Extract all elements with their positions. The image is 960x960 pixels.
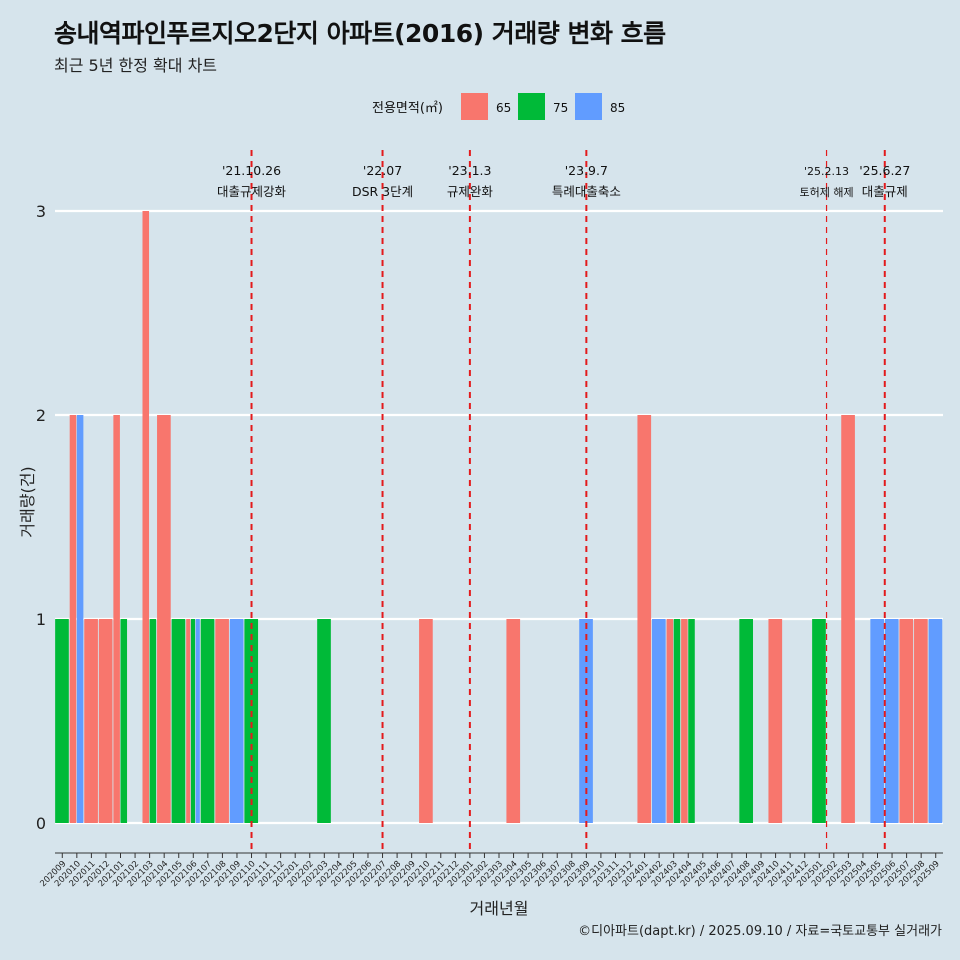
bar-65-202101 [113, 415, 120, 823]
event-date: '23.9.7 [565, 163, 608, 178]
event-date: '25.6.27 [859, 163, 910, 178]
event-label: DSR 3단계 [352, 184, 413, 199]
bar-75-202106 [190, 619, 196, 823]
bar-75-202403 [673, 619, 681, 823]
legend-title: 전용면적(㎡) [372, 101, 443, 116]
bar-85-202402 [651, 619, 666, 823]
bar-65-202503 [841, 415, 855, 823]
bar-75-202101 [120, 619, 128, 823]
bar-75-202110 [244, 619, 259, 823]
event-label: 특례대출축소 [552, 184, 621, 199]
chart-subtitle: 최근 5년 한정 확대 차트 [54, 56, 218, 75]
bar-85-202010 [76, 415, 84, 823]
bar-65-202210 [419, 619, 433, 823]
bar-65-202508 [914, 619, 928, 823]
event-date: '22.07 [363, 163, 402, 178]
bar-65-202104 [157, 415, 171, 823]
bar-75-202203 [317, 619, 331, 823]
event-label: 토허제 해제 [799, 185, 853, 199]
bar-65-202106 [186, 619, 191, 823]
bar-65-202403 [666, 619, 674, 823]
event-label: 규제완화 [447, 184, 494, 199]
event-date: '23.1.3 [448, 163, 491, 178]
bar-65-202103 [142, 211, 150, 823]
bar-75-202501 [812, 619, 826, 823]
bar-65-202010 [69, 415, 77, 823]
bar-65-202108 [215, 619, 229, 823]
bar-85-202106 [195, 619, 200, 823]
y-tick-label: 1 [36, 610, 46, 629]
x-axis-title: 거래년월 [470, 899, 529, 918]
bar-85-202509 [928, 619, 943, 823]
bar-65-202401 [637, 415, 652, 823]
bar-65-202507 [899, 619, 914, 823]
chart-title: 송내역파인푸르지오2단지 아파트(2016) 거래량 변화 흐름 [54, 19, 666, 48]
bar-65-202304 [506, 619, 521, 823]
event-label: 대출규제강화 [217, 184, 287, 199]
bar-75-202408 [739, 619, 754, 823]
legend-label-85: 85 [610, 101, 625, 115]
y-axis-title: 거래량(건) [18, 466, 37, 537]
bar-85-202505 [870, 619, 885, 823]
y-tick-label: 3 [36, 202, 46, 221]
legend-label-65: 65 [496, 101, 511, 115]
legend-swatch-75 [518, 93, 545, 120]
bar-65-202011 [84, 619, 98, 823]
bar-65-202410 [768, 619, 783, 823]
bar-85-202506 [884, 619, 899, 823]
legend-swatch-85 [575, 93, 602, 120]
bar-65-202404 [681, 619, 688, 823]
bar-75-202404 [688, 619, 695, 823]
bar-65-202012 [98, 619, 113, 823]
bar-85-202309 [579, 619, 593, 823]
event-label: 대출규제 [862, 184, 908, 199]
bar-75-202103 [149, 619, 157, 823]
legend-swatch-65 [461, 93, 488, 120]
bar-85-202109 [229, 619, 244, 823]
source-caption: ©디아파트(dapt.kr) / 2025.09.10 / 자료=국토교통부 실… [578, 924, 942, 939]
event-date: '25.2.13 [804, 165, 849, 178]
bar-75-202009 [55, 619, 69, 823]
y-tick-label: 0 [36, 814, 46, 833]
y-tick-label: 2 [36, 406, 46, 425]
bar-75-202107 [200, 619, 215, 823]
event-date: '21.10.26 [222, 163, 281, 178]
bar-75-202105 [171, 619, 186, 823]
legend-label-75: 75 [553, 101, 568, 115]
